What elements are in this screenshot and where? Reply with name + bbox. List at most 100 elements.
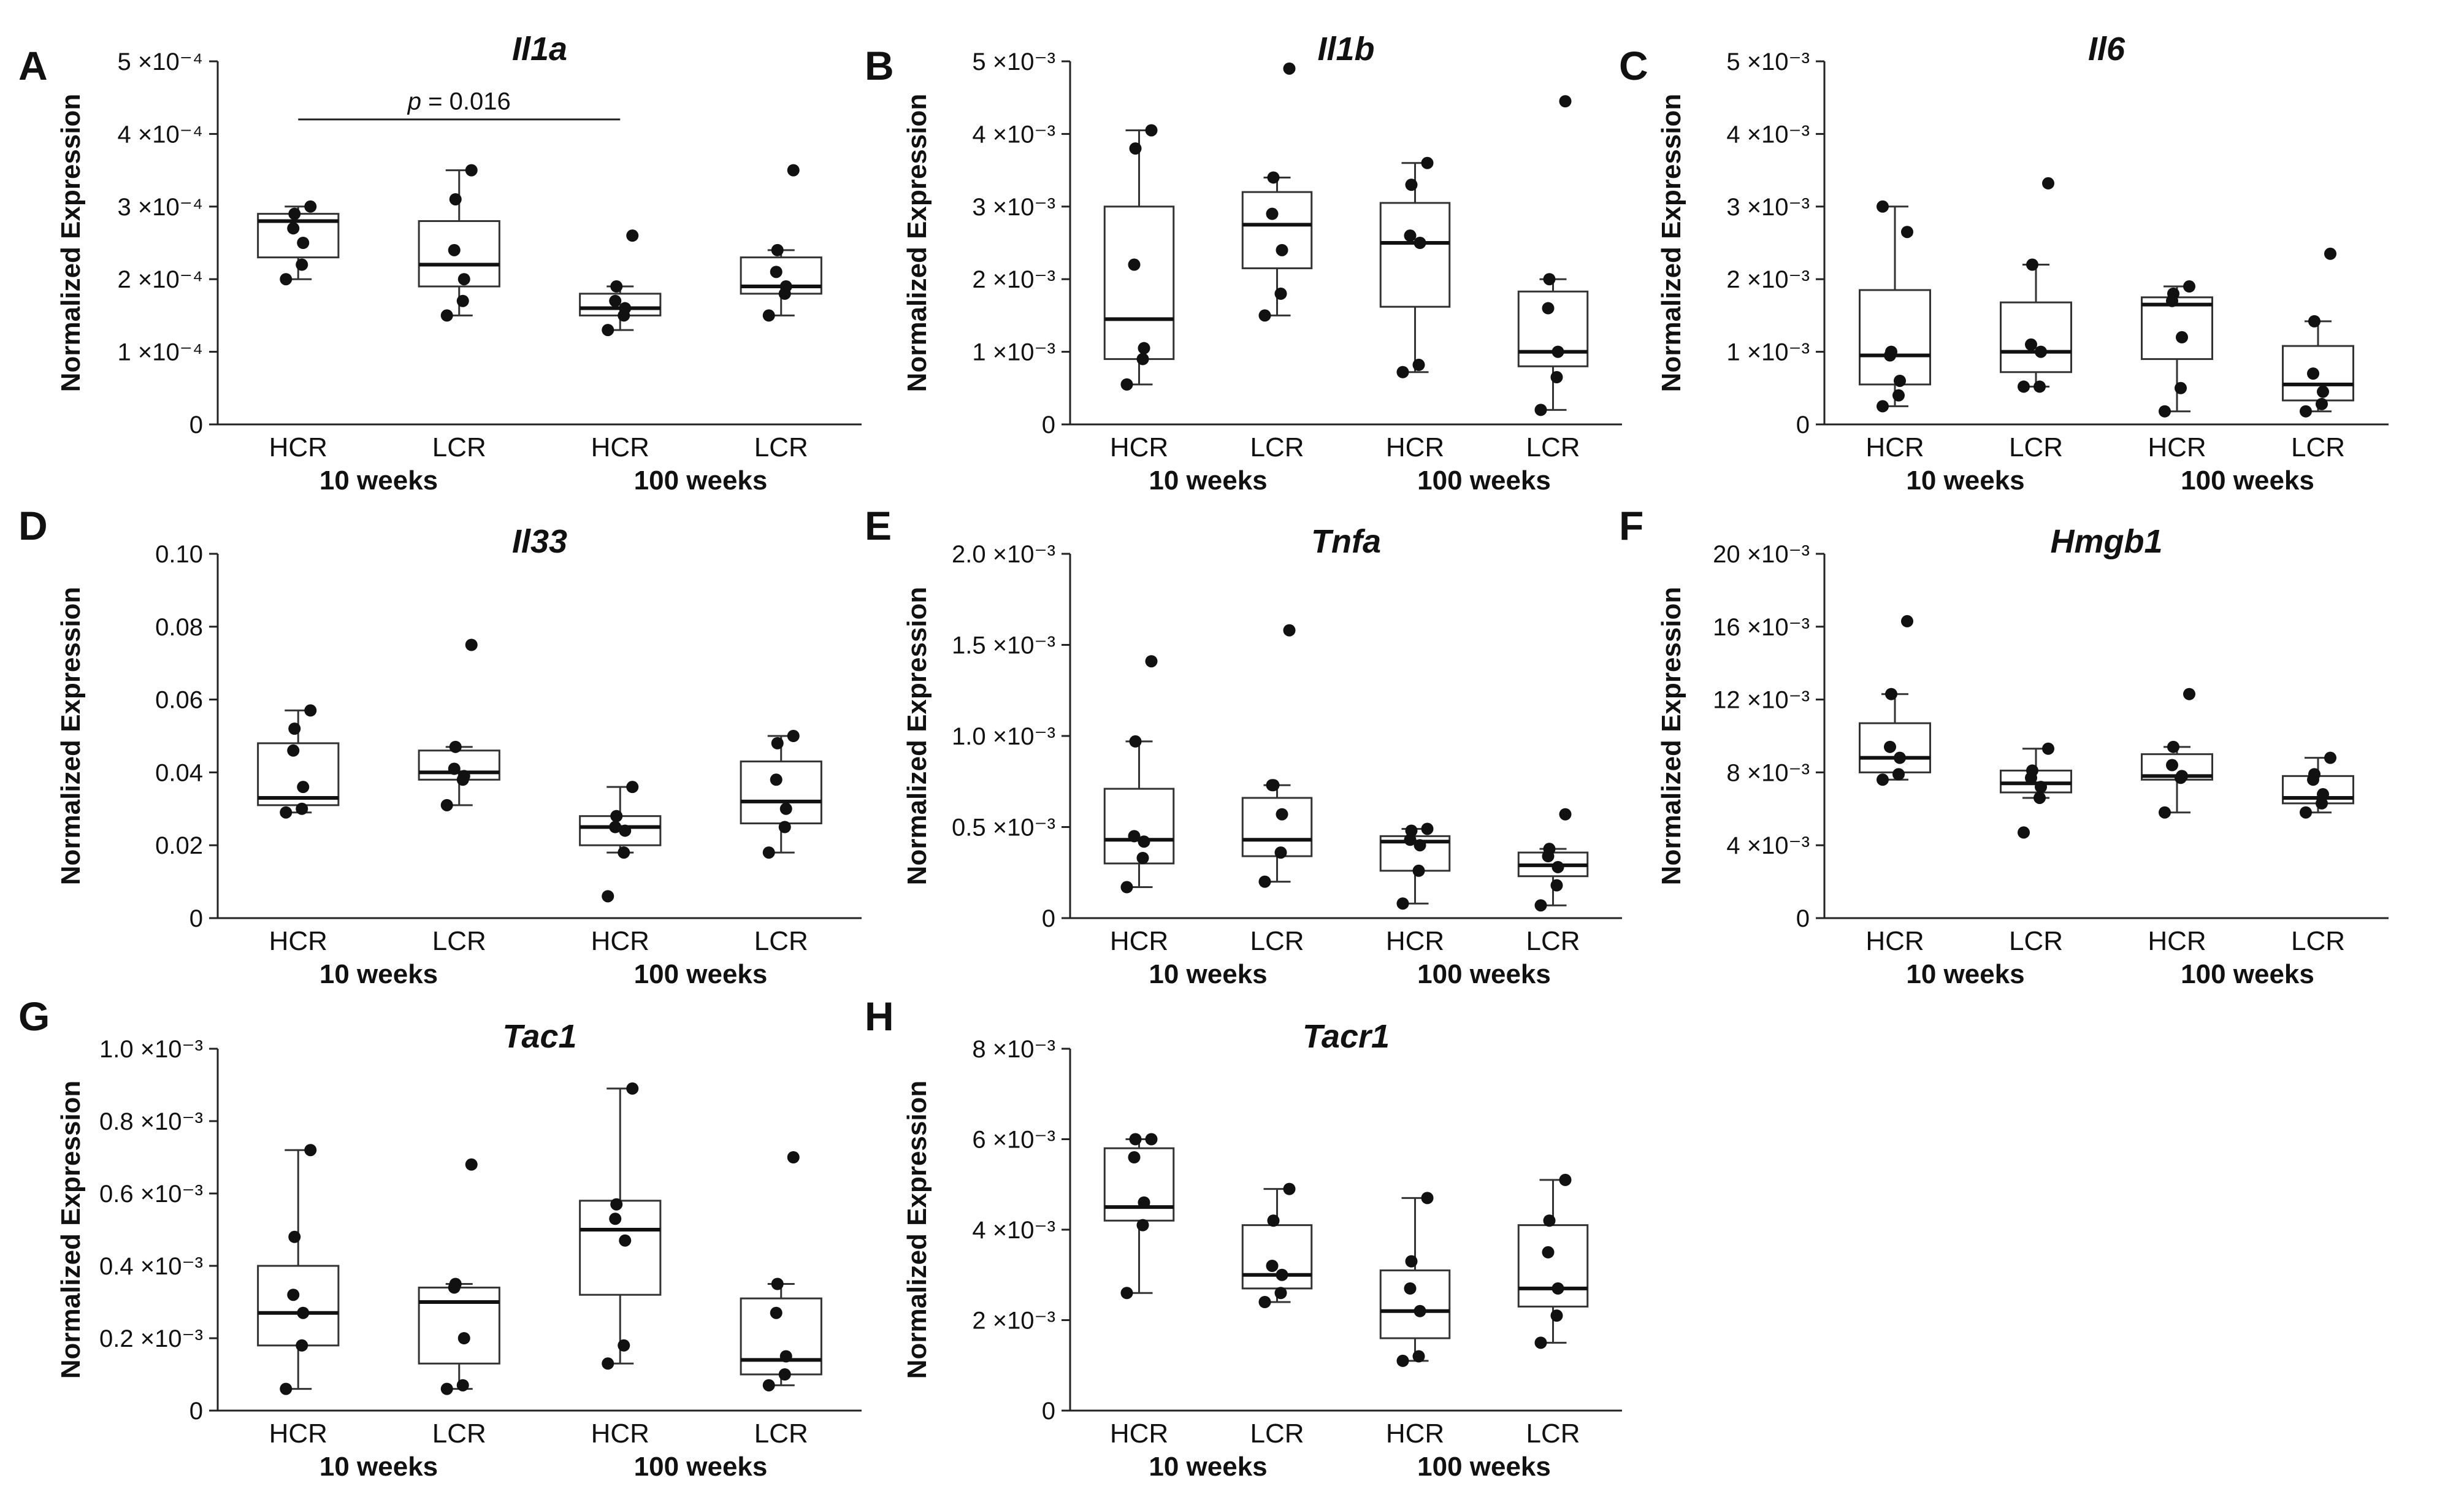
data-point <box>287 744 300 757</box>
data-point <box>2183 688 2195 700</box>
x-category-label: HCR <box>269 1419 327 1449</box>
data-point <box>778 821 791 833</box>
data-point <box>1266 1260 1279 1272</box>
box-3 <box>1379 822 1451 910</box>
data-point <box>1129 735 1142 748</box>
y-tick-label: 2 ×10⁻³ <box>972 1308 1055 1335</box>
data-point <box>1885 688 1897 700</box>
y-tick-label: 5 ×10⁻⁴ <box>117 48 203 75</box>
chart-title: Tnfa <box>1311 523 1381 560</box>
data-point <box>457 1332 470 1344</box>
y-tick-label: 6 ×10⁻³ <box>972 1127 1055 1154</box>
data-point <box>609 1212 622 1225</box>
data-point <box>1274 846 1287 859</box>
panel-g: G Tac1 Normalized Expression 0 0.2 ×10⁻³ 0.4 … <box>18 994 862 1482</box>
data-point <box>2018 380 2030 393</box>
box-1 <box>257 1144 340 1395</box>
x-category-label: LCR <box>2009 432 2063 462</box>
x-group-label: 10 weeks <box>1149 465 1267 496</box>
data-point <box>2317 385 2329 398</box>
data-point <box>1559 808 1572 821</box>
data-point <box>449 1278 462 1290</box>
y-tick-label: 0 <box>1042 905 1055 932</box>
x-group-label: 100 weeks <box>634 959 768 989</box>
data-point <box>1136 1219 1149 1232</box>
box-1 <box>1859 615 1931 786</box>
y-tick-label: 3 ×10⁻³ <box>972 194 1055 221</box>
y-tick-label: 0.10 <box>155 541 203 568</box>
box-2 <box>1241 62 1313 322</box>
data-point <box>448 762 461 775</box>
iqr-box <box>418 1286 500 1365</box>
y-axis-label: Normalized Expression <box>1656 587 1686 886</box>
data-point <box>787 1151 800 1163</box>
iqr-box <box>2141 296 2213 360</box>
panel-b: B Il1b Normalized Expression 0 1 ×10⁻³ 2 ×10⁻… <box>865 31 1622 496</box>
y-tick-label: 1.0 ×10⁻³ <box>952 723 1055 750</box>
data-point <box>1136 353 1149 366</box>
data-point <box>779 1350 792 1363</box>
box-3 <box>579 781 662 903</box>
data-point <box>1542 302 1555 315</box>
data-point <box>618 1339 630 1352</box>
y-tick-label: 0.02 <box>155 832 203 859</box>
y-tick-label: 12 ×10⁻³ <box>1713 687 1810 714</box>
data-point <box>1901 226 1913 239</box>
x-category-label: LCR <box>1250 926 1304 956</box>
data-point <box>1551 345 1564 358</box>
y-tick-label: 4 ×10⁻³ <box>1726 832 1810 859</box>
data-point <box>1145 1133 1158 1146</box>
x-group-label: 10 weeks <box>1149 1452 1267 1482</box>
iqr-box <box>579 1200 662 1296</box>
data-point <box>456 1379 469 1392</box>
data-point <box>2159 405 2171 418</box>
data-point <box>2034 380 2046 393</box>
box-2 <box>2000 742 2072 839</box>
x-group-label: 100 weeks <box>634 465 768 496</box>
y-tick-label: 0.04 <box>155 759 203 786</box>
data-point <box>1884 740 1896 753</box>
data-point <box>1894 374 1906 387</box>
y-tick-label: 0 <box>1042 1398 1055 1425</box>
y-tick-label: 4 ×10⁻³ <box>972 121 1055 148</box>
data-point <box>1404 1282 1417 1295</box>
y-tick-label: 2 ×10⁻³ <box>972 266 1055 293</box>
y-tick-label: 0.5 ×10⁻³ <box>952 814 1055 841</box>
data-point <box>1885 345 1897 358</box>
y-axis-label: Normalized Expression <box>902 587 932 886</box>
y-axis-label: Normalized Expression <box>56 1081 86 1379</box>
box-4 <box>2282 751 2354 819</box>
data-point <box>2175 381 2187 394</box>
data-point <box>609 294 622 307</box>
y-tick-label: 0 <box>189 1398 203 1425</box>
data-point <box>1901 615 1913 627</box>
x-category-label: HCR <box>269 432 327 462</box>
data-point <box>1396 897 1409 910</box>
x-category-label: HCR <box>1386 432 1444 462</box>
data-point <box>297 1306 310 1319</box>
data-point <box>1274 287 1287 300</box>
data-point <box>1414 237 1426 249</box>
data-point <box>1404 833 1417 846</box>
iqr-box <box>1241 191 1313 269</box>
y-tick-label: 1.0 ×10⁻³ <box>99 1036 203 1063</box>
data-point <box>1405 1255 1418 1268</box>
data-point <box>771 1278 784 1290</box>
box-2 <box>1241 1182 1313 1308</box>
data-point <box>280 1382 293 1395</box>
data-point <box>762 846 775 859</box>
iqr-box <box>1517 1224 1589 1308</box>
data-point <box>602 324 614 337</box>
data-point <box>1128 830 1141 843</box>
data-point <box>2167 287 2179 300</box>
y-tick-label: 0 <box>189 905 203 932</box>
box-1 <box>257 200 340 286</box>
iqr-box <box>1241 797 1313 857</box>
data-point <box>296 258 308 271</box>
box-2 <box>418 638 500 811</box>
data-point <box>1421 156 1434 169</box>
x-category-label: HCR <box>1386 926 1444 956</box>
data-point <box>1266 207 1279 220</box>
data-point <box>2183 280 2195 293</box>
